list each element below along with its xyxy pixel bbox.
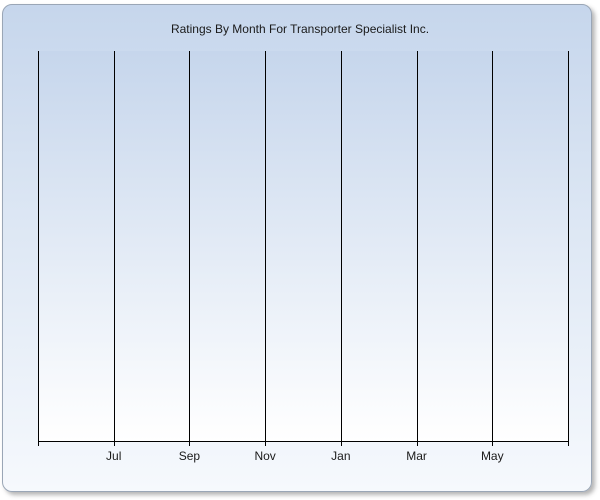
x-tick-label: Mar <box>406 449 427 463</box>
chart-title: Ratings By Month For Transporter Special… <box>170 22 430 36</box>
x-tick-label: May <box>481 449 504 463</box>
x-tick-label: Nov <box>254 449 275 463</box>
x-tick-label: Jan <box>331 449 350 463</box>
plot-area <box>38 51 568 441</box>
x-tick-label: Sep <box>179 449 201 463</box>
x-tick-label: Jul <box>106 449 121 463</box>
